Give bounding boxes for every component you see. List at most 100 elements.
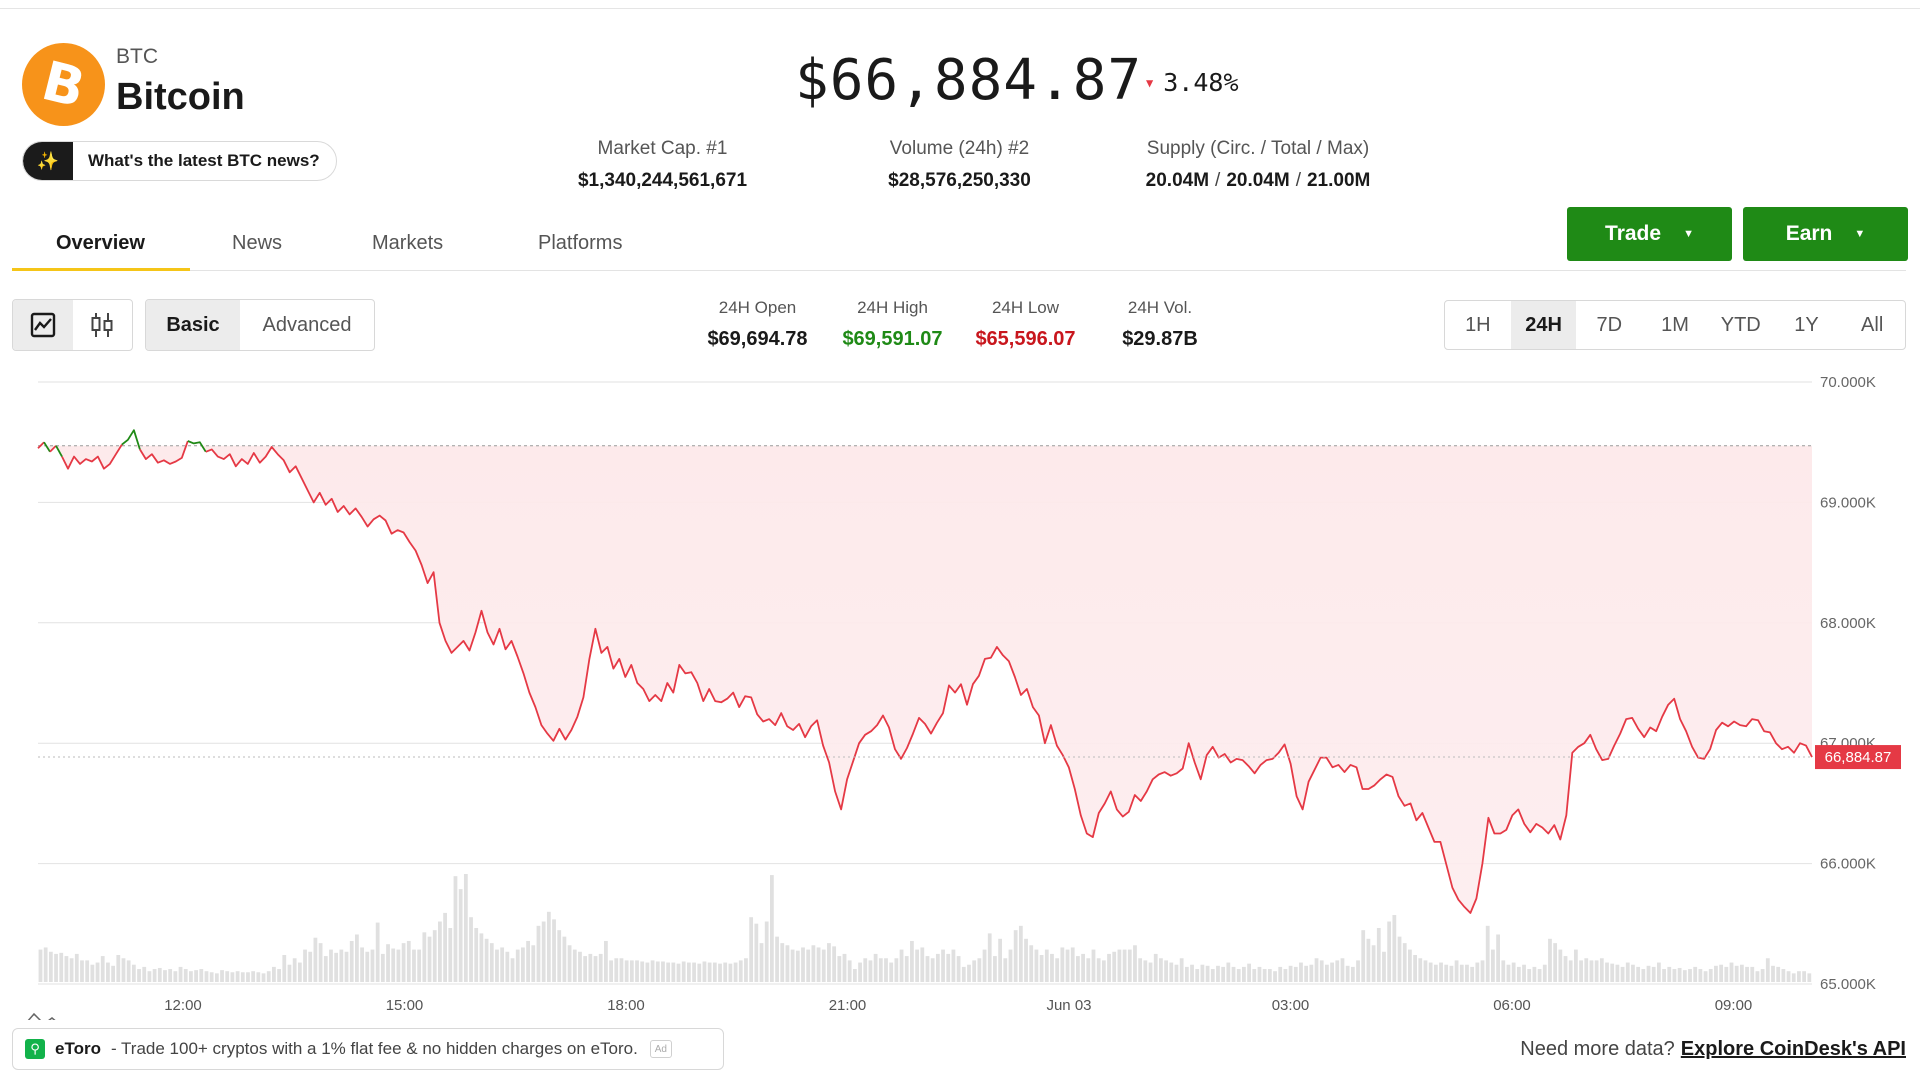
volume-bar <box>1050 953 1054 982</box>
price-change: ▼ 3.48% <box>1146 68 1239 97</box>
tab-platforms[interactable]: Platforms <box>538 232 623 254</box>
volume-bar <box>1184 966 1189 982</box>
volume-bar <box>510 958 515 982</box>
volume-bar <box>697 963 702 982</box>
volume-bar <box>1076 956 1080 982</box>
x-tick-label: 06:00 <box>1493 997 1531 1014</box>
volume-bar <box>1428 962 1433 982</box>
volume-bar <box>1024 938 1028 982</box>
top-divider <box>0 8 1920 9</box>
latest-news-button[interactable]: ✨ What's the latest BTC news? <box>22 141 337 181</box>
explore-api-link[interactable]: Explore CoinDesk's API <box>1680 1038 1906 1060</box>
volume-bar <box>993 956 997 982</box>
volume-bar <box>1641 969 1646 982</box>
range-1y[interactable]: 1Y <box>1794 313 1819 336</box>
day-high-value: $69,591.07 <box>842 328 943 350</box>
tab-news[interactable]: News <box>232 232 283 254</box>
volume-bar <box>1631 964 1635 982</box>
volume-bar <box>126 960 131 982</box>
volume-bar <box>1656 962 1661 982</box>
ad-badge: Ad <box>649 1040 672 1058</box>
price-line-segment <box>187 440 207 453</box>
volume-bar <box>1231 966 1236 982</box>
etoro-ad-banner[interactable]: ⚲ eToro - Trade 100+ cryptos with a 1% f… <box>12 1028 724 1070</box>
current-price: $66,884.87 <box>795 48 1143 113</box>
volume-bar <box>1267 969 1272 982</box>
sparkle-icon: ✨ <box>23 142 73 180</box>
volume-bar <box>526 940 530 982</box>
volume-bar <box>878 958 883 982</box>
volume-bar <box>832 946 837 982</box>
volume-bar <box>240 972 245 982</box>
tab-overview[interactable]: Overview <box>56 232 145 254</box>
price-line-segment <box>49 445 57 453</box>
volume-bar <box>1148 962 1153 982</box>
price-chart[interactable]: 70.000K 69.000K 68.000K 67.000K 66.000K 65.00… <box>0 360 1920 1020</box>
volume-bar <box>1138 958 1143 982</box>
volume-bar <box>567 945 572 982</box>
volume-bar <box>1242 966 1246 982</box>
volume-bar <box>956 956 961 982</box>
range-1m[interactable]: 1M <box>1661 313 1689 336</box>
volume-bar <box>629 960 634 982</box>
advanced-mode-button[interactable]: Advanced <box>262 313 352 336</box>
range-all[interactable]: All <box>1861 313 1884 336</box>
volume-bar <box>982 949 987 982</box>
volume-bar <box>1387 921 1392 982</box>
volume-bar <box>59 952 64 982</box>
volume-bar <box>43 947 48 982</box>
volume-bar <box>1029 945 1034 982</box>
volume-bar <box>1101 960 1106 982</box>
volume-bar <box>1143 960 1148 982</box>
x-tick-label: 03:00 <box>1272 997 1310 1014</box>
volume-bar <box>1190 964 1194 982</box>
range-7d[interactable]: 7D <box>1596 313 1623 336</box>
volume-bar <box>1195 969 1200 982</box>
volume-bar <box>1055 958 1060 982</box>
volume-bar <box>1527 969 1532 982</box>
volume-bar <box>1599 958 1604 982</box>
volume-bar <box>1755 971 1760 982</box>
trade-button[interactable]: Trade ▼ <box>1567 207 1732 261</box>
earn-button[interactable]: Earn ▼ <box>1743 207 1908 261</box>
volume-bar <box>541 921 546 982</box>
volume-bar <box>1413 955 1417 982</box>
volume-bar <box>769 875 774 982</box>
volume-bar <box>821 949 826 982</box>
line-chart-button[interactable] <box>13 300 73 350</box>
volume-bar <box>121 958 126 982</box>
range-1h[interactable]: 1H <box>1465 313 1491 336</box>
volume-bar <box>884 958 888 982</box>
tab-markets[interactable]: Markets <box>372 232 444 254</box>
volume-bar <box>718 963 722 982</box>
volume-bar <box>1382 951 1386 982</box>
volume-bar <box>1781 969 1786 982</box>
volume-bar <box>650 960 655 982</box>
volume-bar <box>666 962 671 982</box>
volume-bar <box>635 960 639 982</box>
volume-bar <box>1262 969 1267 982</box>
volume-bar <box>422 932 427 982</box>
volume-bar <box>1433 964 1438 982</box>
volume-bar <box>1662 969 1666 982</box>
volume-bar <box>1283 969 1288 982</box>
basic-mode-button[interactable]: Basic <box>146 300 240 350</box>
range-ytd[interactable]: YTD <box>1720 313 1761 336</box>
candlestick-chart-button[interactable] <box>73 300 133 350</box>
volume-bar <box>661 961 665 982</box>
volume-bar <box>1252 969 1257 982</box>
volume-bar <box>173 971 178 982</box>
volume-bar <box>1402 943 1407 982</box>
volume-bar <box>1034 949 1039 982</box>
api-promo-text: Need more data? <box>1520 1038 1675 1060</box>
volume-bar <box>1470 966 1475 982</box>
volume-bar <box>178 966 183 982</box>
supply-separator: / <box>1215 170 1221 191</box>
volume-bar <box>598 953 603 982</box>
volume-bar <box>386 944 390 982</box>
volume-bar <box>837 956 842 982</box>
range-24h[interactable]: 24H <box>1510 301 1577 349</box>
volume-bar <box>297 962 302 982</box>
volume-bar <box>1107 953 1111 982</box>
day-low-value: $65,596.07 <box>975 328 1076 350</box>
